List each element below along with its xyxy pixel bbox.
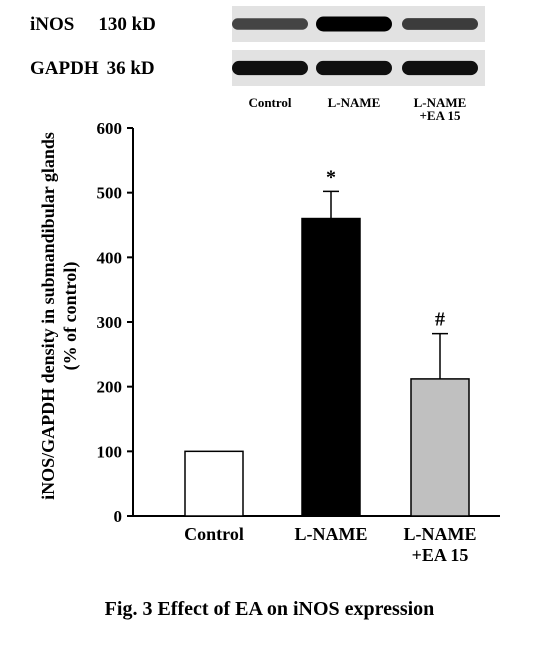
bars [184,217,470,517]
y-tick-label: 0 [114,507,123,526]
blot-band [232,18,308,30]
lane-label: +EA 15 [420,108,461,123]
molecular-weight: 130 kD [98,14,156,35]
y-ticks: 0 100 200 300 400 500 600 [97,119,133,526]
bar [410,378,470,517]
significance-marks: *# [326,166,445,330]
x-category-label: Control [184,524,244,544]
y-axis-title-line: iNOS/GAPDH density in submandibular glan… [38,132,58,500]
lane-label: Control [248,95,291,110]
y-tick-label: 400 [97,248,123,267]
blot-band [402,18,478,30]
error-bars [323,190,448,379]
x-category-label: L-NAME [295,524,368,544]
significance-mark: * [326,166,336,188]
y-tick-label: 100 [97,442,123,461]
molecular-weight: 36 kD [107,58,155,79]
lane-label: L-NAME [414,95,467,110]
blot-band [316,60,392,76]
y-tick-label: 500 [97,184,123,203]
significance-mark: # [435,309,445,331]
protein-name: GAPDH [30,58,99,79]
y-tick-label: 200 [97,378,123,397]
y-tick-label: 300 [97,313,123,332]
blot-band [232,60,308,76]
protein-name: iNOS [30,14,74,35]
blot-row-label: iNOS 130 kD [30,14,156,35]
blot-row-label: GAPDH 36 kD [30,58,155,79]
y-tick-label: 600 [97,119,123,138]
category-labels: Control L-NAME L-NAME+EA 15 [184,524,476,565]
blot-band [316,16,392,32]
y-axis-title: iNOS/GAPDH density in submandibular glan… [38,132,81,500]
bar [184,450,244,517]
x-category-label: +EA 15 [412,545,469,565]
bar-chart: iNOS/GAPDH density in submandibular glan… [38,119,500,565]
lane-label: L-NAME [328,95,381,110]
x-category-label: L-NAME [404,524,477,544]
bar [301,217,361,517]
blot-band [402,60,478,76]
figure-caption: Fig. 3 Effect of EA on iNOS expression [104,598,435,620]
y-axis-title-line: (% of control) [60,262,81,371]
